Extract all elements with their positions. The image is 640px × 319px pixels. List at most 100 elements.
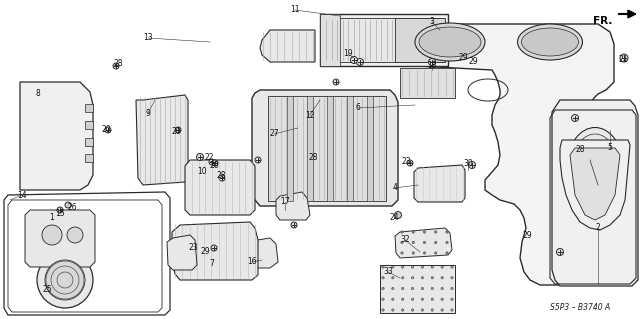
Bar [395, 18, 445, 62]
Circle shape [394, 211, 401, 219]
Circle shape [392, 298, 394, 300]
Text: 19: 19 [343, 49, 353, 58]
Circle shape [219, 175, 225, 181]
Circle shape [446, 231, 448, 233]
Text: S5P3 – B3740 A: S5P3 – B3740 A [550, 303, 610, 313]
Bar [85, 104, 93, 112]
Circle shape [392, 277, 394, 279]
Text: 28: 28 [216, 170, 226, 180]
Circle shape [196, 153, 204, 160]
Ellipse shape [522, 28, 579, 56]
Circle shape [401, 298, 404, 300]
Circle shape [45, 260, 85, 300]
Circle shape [382, 277, 384, 279]
Circle shape [441, 287, 444, 290]
Text: 26: 26 [67, 203, 77, 211]
Circle shape [451, 298, 453, 300]
Circle shape [392, 287, 394, 290]
Text: 9: 9 [145, 108, 150, 117]
Circle shape [431, 309, 433, 311]
Circle shape [421, 298, 424, 300]
Text: 2: 2 [596, 224, 600, 233]
Circle shape [429, 58, 435, 65]
Bar [367, 96, 373, 201]
Bar [327, 96, 333, 201]
Text: 20: 20 [209, 160, 219, 169]
Text: 28: 28 [308, 153, 317, 162]
Text: 13: 13 [143, 33, 153, 42]
Text: 28: 28 [113, 60, 123, 69]
Polygon shape [185, 160, 255, 215]
Text: FR.: FR. [593, 16, 612, 26]
Text: 29: 29 [468, 57, 478, 66]
Polygon shape [136, 95, 188, 185]
Circle shape [572, 115, 579, 122]
Circle shape [431, 287, 433, 290]
Circle shape [412, 298, 414, 300]
Text: 24: 24 [389, 213, 399, 222]
Circle shape [431, 298, 433, 300]
Circle shape [435, 252, 437, 254]
Text: 18: 18 [428, 61, 436, 70]
Text: 32: 32 [400, 235, 410, 244]
Circle shape [211, 245, 217, 251]
Text: 15: 15 [55, 210, 65, 219]
Circle shape [351, 56, 358, 63]
Text: 21: 21 [618, 56, 628, 64]
Circle shape [412, 241, 415, 244]
Text: 29: 29 [200, 248, 210, 256]
Circle shape [421, 277, 424, 279]
Circle shape [382, 309, 384, 311]
Text: 30: 30 [463, 159, 473, 167]
Polygon shape [398, 24, 614, 285]
Circle shape [441, 309, 444, 311]
Text: 20: 20 [171, 128, 181, 137]
Circle shape [441, 298, 444, 300]
Text: 1: 1 [50, 213, 54, 222]
Text: 25: 25 [42, 286, 52, 294]
Circle shape [412, 287, 414, 290]
Circle shape [421, 287, 424, 290]
Text: 33: 33 [383, 268, 393, 277]
Circle shape [401, 266, 404, 268]
Circle shape [407, 160, 413, 166]
Text: 12: 12 [305, 110, 315, 120]
Text: 27: 27 [269, 130, 279, 138]
Polygon shape [570, 148, 620, 220]
Circle shape [175, 127, 181, 133]
Text: 23: 23 [401, 158, 411, 167]
Bar [85, 154, 93, 162]
Circle shape [451, 287, 453, 290]
Bar [85, 138, 93, 146]
Circle shape [392, 266, 394, 268]
Circle shape [435, 231, 437, 233]
Polygon shape [552, 100, 638, 286]
Polygon shape [276, 192, 310, 220]
Ellipse shape [419, 27, 481, 57]
Text: 22: 22 [204, 153, 214, 162]
Circle shape [65, 202, 71, 208]
Circle shape [42, 225, 62, 245]
Circle shape [412, 309, 414, 311]
Polygon shape [414, 165, 465, 202]
Text: 16: 16 [247, 257, 257, 266]
Text: 4: 4 [392, 183, 397, 192]
Circle shape [356, 58, 364, 65]
Circle shape [333, 79, 339, 85]
Circle shape [392, 309, 394, 311]
Text: 3: 3 [429, 18, 435, 26]
Circle shape [421, 266, 424, 268]
Polygon shape [20, 82, 93, 190]
Circle shape [431, 266, 433, 268]
Circle shape [291, 222, 297, 228]
Circle shape [435, 241, 437, 244]
Polygon shape [252, 90, 398, 206]
Text: 8: 8 [36, 88, 40, 98]
Circle shape [446, 252, 448, 254]
Text: 29: 29 [458, 54, 468, 63]
Circle shape [423, 231, 426, 233]
Circle shape [401, 277, 404, 279]
Circle shape [412, 252, 415, 254]
Ellipse shape [415, 23, 485, 61]
Circle shape [557, 249, 563, 256]
